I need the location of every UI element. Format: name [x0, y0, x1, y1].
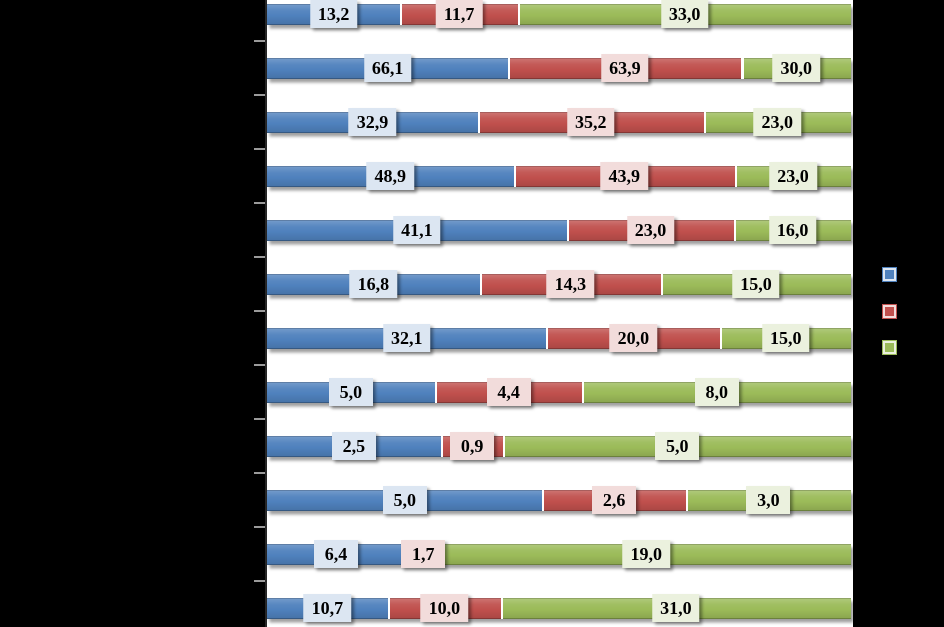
data-label-green: 33,0 — [660, 0, 709, 28]
data-label-green: 5,0 — [655, 432, 700, 460]
y-axis-line — [265, 0, 267, 627]
data-label-red: 14,3 — [546, 270, 595, 298]
bar-row: 66,1 63,9 30,0 — [267, 54, 851, 82]
data-label-red: 2,6 — [592, 486, 637, 514]
legend-marker-blue — [883, 268, 896, 281]
data-label-green: 15,0 — [732, 270, 780, 298]
data-label-green: 15,0 — [761, 324, 810, 352]
y-axis-tick — [254, 202, 265, 204]
data-label-green: 31,0 — [652, 594, 700, 622]
data-label-red: 4,4 — [486, 378, 531, 406]
plot-area: 13,2 11,7 33,0 66,1 63,9 30,0 32,9 35,2 23,0 48,9… — [265, 0, 853, 627]
bars-container: 13,2 11,7 33,0 66,1 63,9 30,0 32,9 35,2 23,0 48,9… — [267, 0, 851, 627]
legend-marker-red — [883, 305, 896, 318]
data-label-blue: 48,9 — [366, 162, 415, 190]
y-axis-tick — [254, 148, 265, 150]
data-label-red: 43,9 — [600, 162, 649, 190]
data-label-blue: 13,2 — [309, 0, 358, 28]
legend-marker-green — [883, 341, 896, 354]
bar-row: 13,2 11,7 33,0 — [267, 0, 851, 28]
data-label-green: 23,0 — [769, 162, 817, 190]
data-label-blue: 66,1 — [363, 54, 412, 82]
bar-row: 10,7 10,0 31,0 — [267, 594, 851, 622]
data-label-blue: 5,0 — [382, 486, 427, 514]
data-label-blue: 32,9 — [348, 108, 397, 136]
data-label-blue: 6,4 — [313, 540, 358, 568]
data-label-green: 8,0 — [694, 378, 739, 406]
legend-item-blue — [883, 268, 896, 281]
data-label-red: 20,0 — [609, 324, 658, 352]
data-label-green: 3,0 — [746, 486, 791, 514]
y-axis-tick — [254, 94, 265, 96]
data-label-green: 19,0 — [622, 540, 671, 568]
bar-row: 5,0 2,6 3,0 — [267, 486, 851, 514]
data-label-red: 11,7 — [435, 0, 483, 28]
data-label-red: 63,9 — [601, 54, 649, 82]
legend-item-green — [883, 341, 896, 354]
y-axis-tick — [254, 40, 265, 42]
bar-row: 5,0 4,4 8,0 — [267, 378, 851, 406]
y-axis-tick — [254, 310, 265, 312]
bar-row: 16,8 14,3 15,0 — [267, 270, 851, 298]
data-label-red: 0,9 — [450, 432, 495, 460]
data-label-green: 23,0 — [753, 108, 802, 136]
bar-row: 48,9 43,9 23,0 — [267, 162, 851, 190]
y-axis-tick — [254, 256, 265, 258]
bar-row: 6,4 1,7 19,0 — [267, 540, 851, 568]
data-label-blue: 10,7 — [303, 594, 352, 622]
bar-row: 41,1 23,0 16,0 — [267, 216, 851, 244]
y-axis-tick — [254, 364, 265, 366]
data-label-red: 10,0 — [420, 594, 469, 622]
bar-row: 2,5 0,9 5,0 — [267, 432, 851, 460]
y-axis-tick — [254, 580, 265, 582]
bar-row: 32,9 35,2 23,0 — [267, 108, 851, 136]
data-label-blue: 5,0 — [328, 378, 373, 406]
data-label-red: 1,7 — [401, 540, 446, 568]
data-label-red: 23,0 — [626, 216, 675, 244]
y-axis-tick — [254, 418, 265, 420]
legend-item-red — [883, 305, 896, 318]
data-label-blue: 41,1 — [393, 216, 441, 244]
data-label-green: 30,0 — [772, 54, 820, 82]
legend — [883, 268, 923, 358]
data-label-red: 35,2 — [566, 108, 615, 136]
data-label-blue: 32,1 — [382, 324, 431, 352]
data-label-blue: 2,5 — [331, 432, 376, 460]
data-label-green: 16,0 — [768, 216, 817, 244]
bar-row: 32,1 20,0 15,0 — [267, 324, 851, 352]
y-axis-tick — [254, 472, 265, 474]
y-axis-tick — [254, 526, 265, 528]
data-label-blue: 16,8 — [349, 270, 398, 298]
